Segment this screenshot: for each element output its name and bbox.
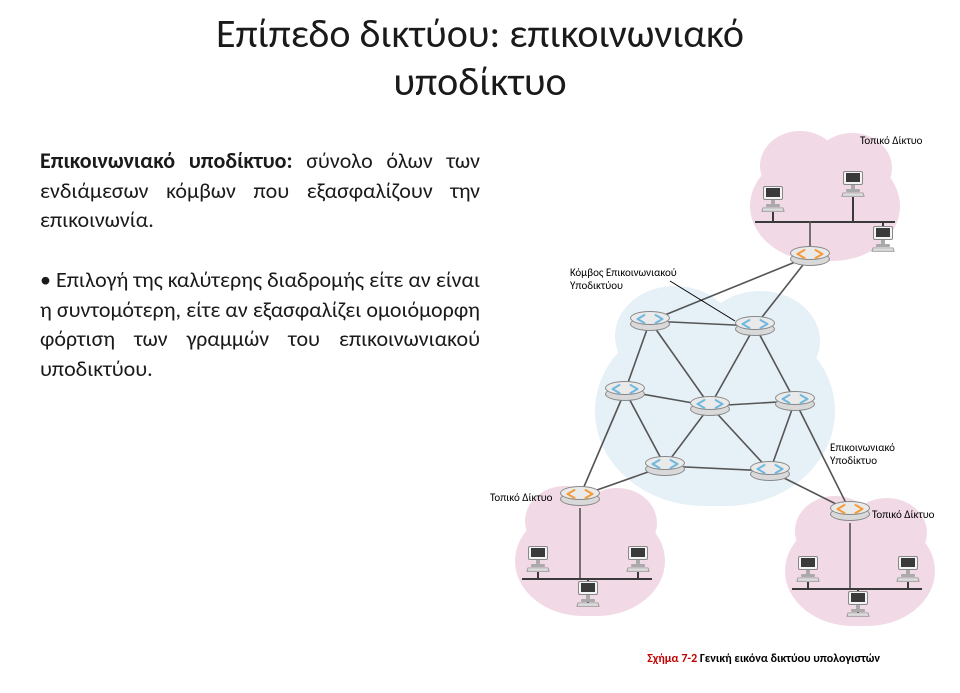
pc-left-2: [575, 581, 601, 607]
edge-router-right: [830, 501, 870, 523]
pc-right-3: [895, 556, 921, 582]
body-text: Επικοινωνιακό υποδίκτυο: σύνολο όλων των…: [40, 146, 480, 666]
caption-fig: Σχήμα 7-2: [647, 652, 697, 666]
caption-txt: Γενική εικόνα δικτύου υπολογιστών: [697, 652, 880, 666]
page-title: Επίπεδο δικτύου: επικοινωνιακό υποδίκτυο: [0, 0, 960, 106]
pc-left-3: [625, 546, 651, 572]
paragraph-2: • Επιλογή της καλύτερης διαδρομής είτε α…: [40, 265, 480, 384]
paragraph-1: Επικοινωνιακό υποδίκτυο: σύνολο όλων των…: [40, 146, 480, 235]
edge-router-left: [560, 486, 600, 508]
para2-text: Επιλογή της καλύτερης διαδρομής είτε αν …: [40, 266, 480, 382]
label-top-lan: Τοπικό Δίκτυο: [860, 134, 922, 147]
label-left-lan: Τοπικό Δίκτυο: [490, 491, 552, 504]
edge-router-top: [790, 246, 830, 268]
top-bus: [755, 221, 895, 223]
core-router-5: [775, 391, 815, 413]
core-router-2: [735, 316, 775, 338]
title-line2: υποδίκτυο: [393, 57, 566, 106]
pc-top-2: [840, 171, 866, 197]
core-router-1: [630, 311, 670, 333]
label-right-lan: Τοπικό Δίκτυο: [872, 508, 934, 521]
core-router-4: [690, 396, 730, 418]
pc-right-2: [845, 591, 871, 617]
title-line1: Επίπεδο δικτύου: επικοινωνιακό: [216, 9, 744, 58]
figure-caption: Σχήμα 7-2 Γενική εικόνα δικτύου υπολογισ…: [647, 652, 880, 666]
network-diagram: Τοπικό Δίκτυο Κόμβος Επικοινωνιακού Υποδ…: [500, 146, 940, 666]
pc-top-3: [870, 226, 896, 252]
core-router-6: [645, 456, 685, 478]
pc-left-1: [525, 546, 551, 572]
label-node: Κόμβος Επικοινωνιακού Υποδικτύου: [570, 266, 677, 292]
para1-bold: Επικοινωνιακό υποδίκτυο:: [40, 147, 293, 174]
core-router-3: [605, 381, 645, 403]
pc-right-1: [795, 556, 821, 582]
core-router-7: [750, 461, 790, 483]
pc-top-1: [760, 186, 786, 212]
label-core: Επικοινωνιακό Υποδίκτυο: [830, 441, 895, 467]
